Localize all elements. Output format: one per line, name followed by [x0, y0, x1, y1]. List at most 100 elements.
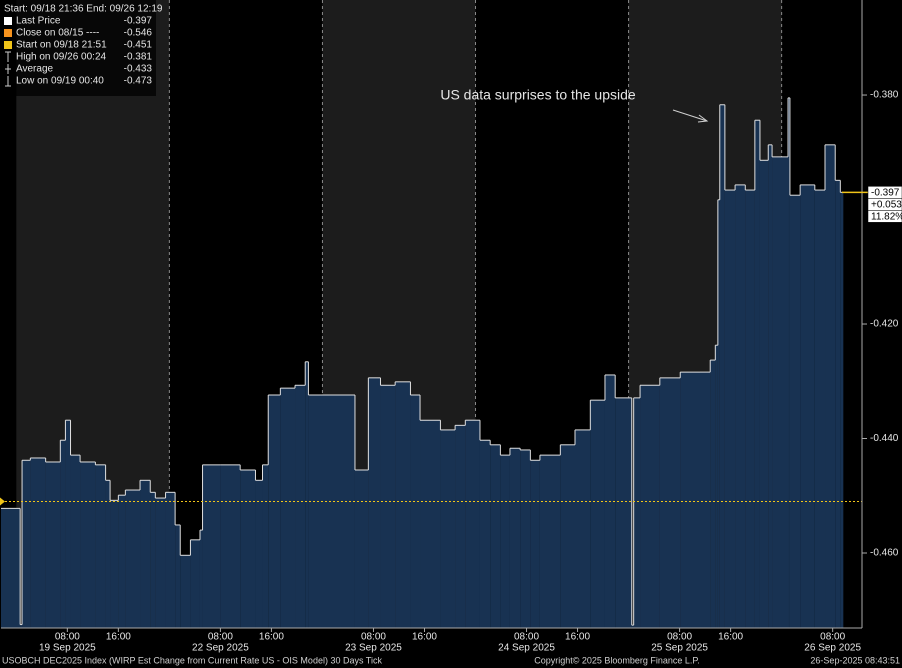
area-step: [719, 104, 725, 628]
area-step: [305, 361, 309, 628]
area-step: [440, 429, 456, 628]
x-tick-label: 08:00: [820, 632, 845, 643]
x-tick-label: 08:00: [55, 632, 80, 643]
area-step: [60, 440, 66, 628]
area-step: [710, 360, 716, 628]
area-step: [789, 195, 801, 628]
area-step: [180, 555, 191, 628]
footer-left: USOBCH DEC2025 Index (WIRP Est Change fr…: [2, 655, 382, 665]
date-label: 26 Sep 2025: [804, 643, 861, 654]
area-step: [155, 498, 166, 628]
area-step: [465, 420, 480, 628]
area-step: [659, 377, 681, 628]
x-tick-label: 16:00: [259, 632, 284, 643]
legend-glyph: [5, 76, 11, 87]
area-step: [680, 372, 701, 628]
date-label: 22 Sep 2025: [192, 643, 249, 654]
legend-header: Start: 09/18 21:36 End: 09/26 12:19: [4, 4, 163, 15]
legend-label: Last Price: [16, 16, 61, 27]
area-step: [190, 539, 200, 628]
area-step: [20, 624, 23, 628]
area-step: [560, 444, 575, 628]
area-step: [500, 455, 510, 628]
area-step: [80, 461, 96, 628]
x-tick-label: 08:00: [514, 632, 539, 643]
area-step: [395, 381, 411, 628]
legend: Start: 09/18 21:36 End: 09/26 12:19 Last…: [0, 0, 163, 96]
area-step: [410, 395, 421, 628]
area-step: [520, 449, 531, 628]
annotation-arrow: [672, 109, 708, 122]
area-step: [368, 377, 381, 628]
area-step: [754, 120, 760, 628]
area-step: [835, 180, 841, 628]
area-step: [255, 480, 263, 628]
area-step: [150, 492, 156, 628]
area-step: [110, 500, 119, 628]
legend-swatch: [4, 29, 12, 37]
area-step: [717, 199, 720, 628]
area-step: [455, 425, 466, 628]
area-step: [240, 469, 256, 628]
footer-right: 26-Sep-2025 08:43:51: [810, 655, 900, 665]
area-step: [479, 440, 491, 628]
legend-glyph: [5, 64, 11, 74]
area-step: [735, 184, 746, 628]
area-step: [165, 492, 176, 628]
change-pct-label: 11.82%: [871, 211, 902, 222]
footer-center: Copyright© 2025 Bloomberg Finance L.P.: [534, 655, 700, 665]
area-step: [814, 190, 826, 628]
area-step: [575, 429, 591, 628]
legend-value: -0.433: [124, 64, 153, 75]
start-price-marker: [0, 497, 5, 506]
area-step: [262, 464, 269, 628]
annotation-arrowhead: [697, 114, 709, 123]
area-step: [45, 461, 61, 628]
area-step: [280, 388, 296, 628]
area-step: [590, 400, 605, 628]
legend-glyph: [5, 51, 11, 62]
area-step: [268, 395, 281, 628]
x-tick-label: 16:00: [718, 632, 743, 643]
area-step: [788, 97, 790, 628]
y-tick-label: -0.380: [870, 90, 899, 101]
annotation: US data surprises to the upside: [440, 87, 636, 103]
area-step: [105, 480, 111, 628]
area-step: [354, 469, 369, 628]
legend-value: -0.546: [124, 28, 153, 39]
area-step: [220, 464, 241, 628]
plot-area: [0, 97, 862, 629]
legend-label: Start on 09/18 21:51: [16, 40, 107, 51]
y-tick-label: -0.440: [870, 433, 899, 444]
y-tick-label: -0.420: [870, 319, 899, 330]
change-pct-label-box: [867, 210, 902, 223]
area-step: [768, 144, 773, 628]
area-step: [199, 530, 203, 628]
area-step: [420, 420, 441, 628]
area-step: [745, 190, 755, 628]
area-step: [295, 385, 306, 628]
legend-box: [0, 0, 156, 96]
x-tick-label: 08:00: [208, 632, 233, 643]
legend-label: Low on 09/19 00:40: [16, 76, 104, 87]
area-step: [65, 420, 71, 628]
legend-label: High on 09/26 00:24: [16, 52, 107, 63]
area-step: [825, 144, 836, 628]
legend-label: Average: [16, 64, 54, 75]
x-tick-label: 16:00: [565, 632, 590, 643]
axes: -0.380 -0.420 -0.440 -0.460 08:00 16:00 08:00 1…: [1, 0, 902, 654]
area-step: [125, 490, 141, 628]
change-label: +0.053: [871, 199, 902, 210]
area-step: [700, 372, 711, 628]
legend-value: -0.381: [124, 52, 153, 63]
legend-value: -0.397: [124, 16, 153, 27]
area-step: [175, 524, 181, 628]
x-tick-label: 16:00: [106, 632, 131, 643]
area-step: [202, 464, 221, 628]
area-step: [509, 448, 521, 628]
x-tick-label: 08:00: [361, 632, 386, 643]
area-step: [539, 455, 561, 628]
y-tick-label: -0.460: [870, 548, 899, 559]
area-step: [631, 625, 634, 628]
